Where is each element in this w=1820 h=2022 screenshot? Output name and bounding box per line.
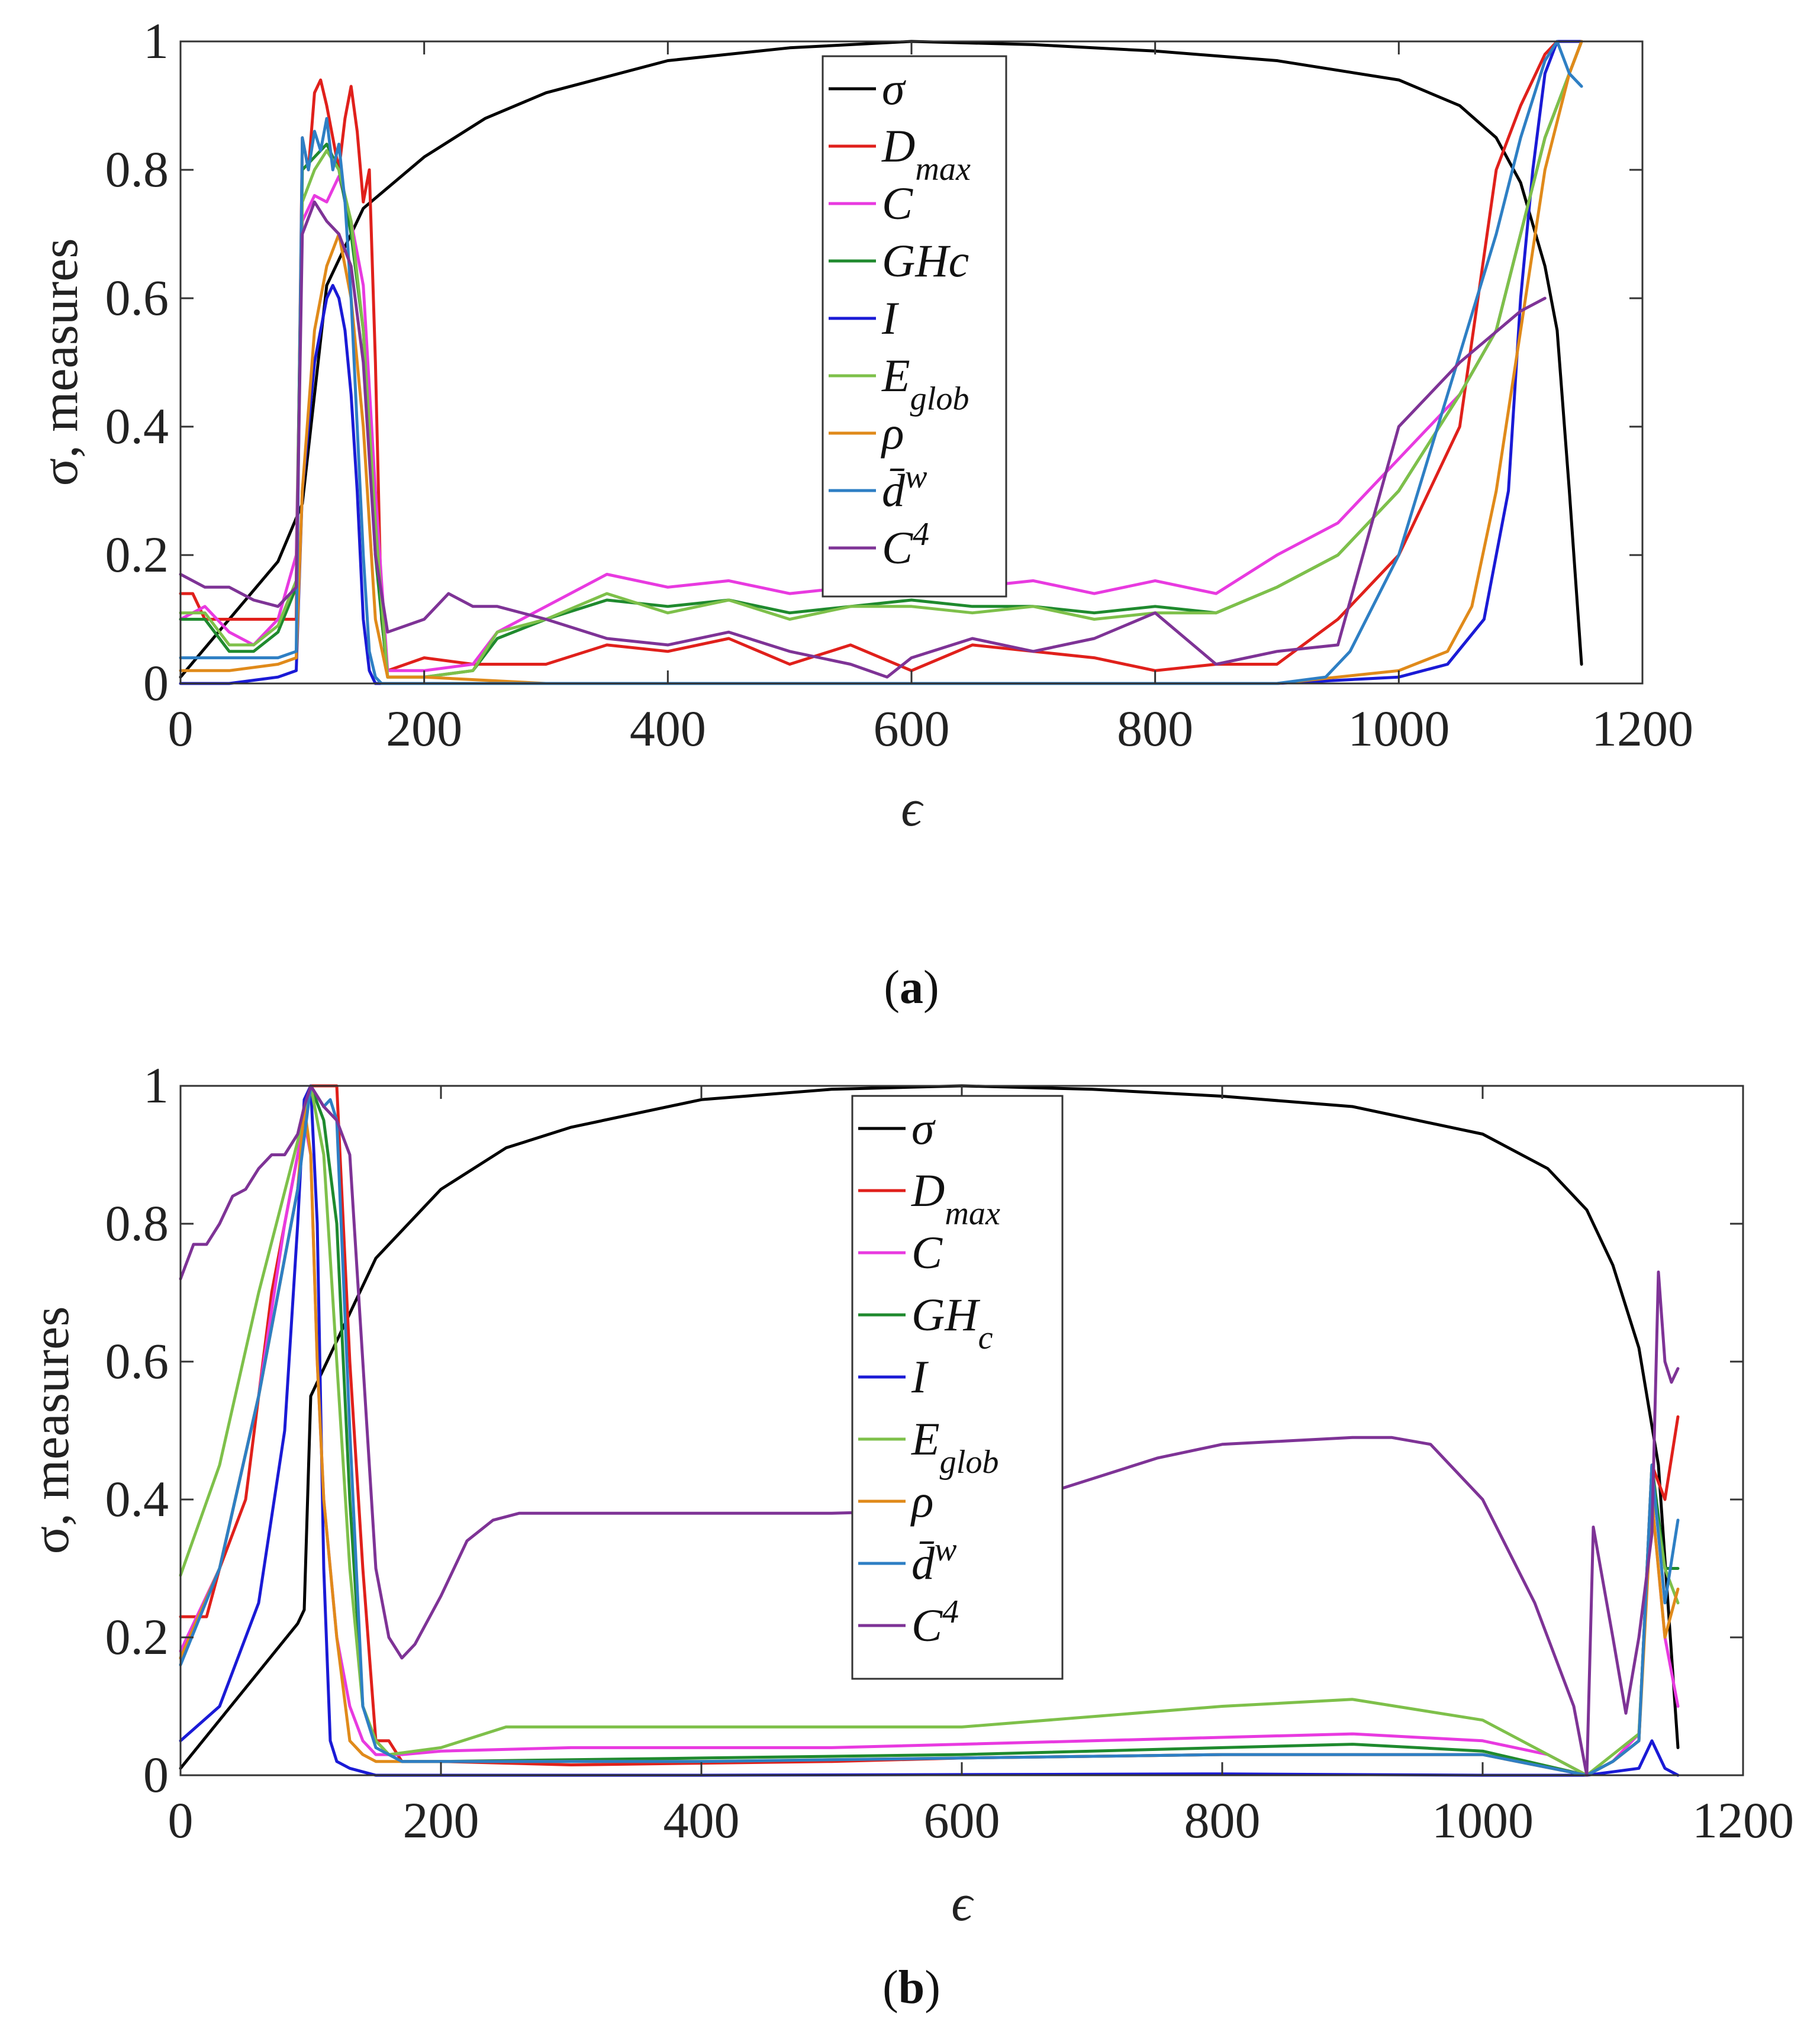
panel-a-legend-label-I: I (881, 292, 900, 344)
panel-a-series-C-line (179, 40, 1583, 672)
panel-a-legend-label-rho: ρ (881, 407, 904, 459)
panel-b-x-tick-label: 400 (663, 1792, 740, 1849)
panel-b-x-axis-label: ϵ (951, 1875, 974, 1932)
panel-b-series-sigma-line (179, 1084, 1680, 1770)
panel-b-y-axis-label: σ, measures (22, 1307, 80, 1555)
panel-a-x-tick-label: 1000 (1348, 700, 1449, 757)
panel-a-caption: (a) (884, 962, 939, 1014)
panel-b: 0 200 400 600 800 1000 1200 0 0.2 0.4 0.6 0.8 1 ϵ σ,… (22, 1057, 1794, 2014)
panel-b-ticks: 0 200 400 600 800 1000 1200 0 0.2 0.4 0.6 0.8 1 (105, 1057, 1795, 1849)
panel-a-y-tick-label: 0 (143, 654, 169, 711)
panel-b-caption: (b) (882, 1962, 940, 2014)
panel-a-series-C4-line (179, 200, 1547, 679)
panel-b-x-tick-label: 600 (924, 1792, 1000, 1849)
panel-b-y-tick-label: 0 (143, 1746, 169, 1803)
panel-a-y-tick-label: 0.6 (105, 269, 169, 326)
panel-b-series-I-line (179, 1084, 1680, 1777)
panel-a-y-tick-label: 0.2 (105, 526, 169, 583)
panel-a-ticks: 0 200 400 600 800 1000 1200 0 0.2 0.4 0.6 0.8 1 (105, 12, 1694, 757)
panel-b-x-tick-label: 1000 (1432, 1792, 1534, 1849)
panel-b-x-tick-label: 1200 (1692, 1792, 1794, 1849)
panel-a-series-group (179, 40, 1583, 685)
panel-b-legend-label-I: I (911, 1351, 929, 1402)
panel-a-legend-label-sigma: σ (882, 63, 906, 114)
panel-a-x-tick-label: 600 (874, 700, 950, 757)
panel-a-y-tick-label: 0.8 (105, 141, 169, 198)
panel-a-x-tick-label: 200 (386, 700, 462, 757)
panel-b-y-tick-label: 0.2 (105, 1608, 169, 1665)
panel-a-x-tick-label: 0 (168, 700, 194, 757)
panel-a-y-tick-label: 0.4 (105, 398, 169, 454)
panel-b-legend-box (851, 1095, 1064, 1680)
panel-b-legend-label-rho: ρ (910, 1475, 933, 1527)
panel-a-series-Eglob-line (179, 40, 1583, 679)
panel-a-legend-label-C: C (882, 178, 913, 229)
panel-a-x-axis-label: ϵ (901, 780, 924, 837)
panel-a-series-dw-line (179, 40, 1583, 685)
panel-b-y-tick-label: 0.6 (105, 1333, 169, 1389)
panel-a-y-tick-label: 1 (143, 12, 169, 69)
panel-b-y-tick-label: 1 (143, 1057, 169, 1114)
panel-a-y-axis-label: σ, measures (31, 238, 89, 486)
panel-a-x-tick-label: 400 (630, 700, 706, 757)
panel-a-x-tick-label: 800 (1117, 700, 1193, 757)
panel-a: 0 200 400 600 800 1000 1200 0 0.2 0.4 0.6 0.8 1 ϵ σ,… (31, 12, 1693, 1014)
panel-b-legend-label-C: C (911, 1227, 943, 1278)
panel-b-series-C4-line (179, 1084, 1680, 1777)
panel-b-series-group (179, 1084, 1680, 1777)
panel-a-legend-label-C4: C4 (882, 516, 929, 573)
panel-b-x-tick-label: 800 (1184, 1792, 1261, 1849)
panel-a-x-tick-label: 1200 (1592, 700, 1693, 757)
panel-a-legend-label-GHc: GHc (882, 235, 969, 286)
panel-b-x-tick-label: 0 (168, 1792, 194, 1849)
panel-b-y-tick-label: 0.8 (105, 1195, 169, 1252)
panel-a-caption-letter: a (900, 962, 923, 1014)
panel-b-legend-label-sigma: σ (911, 1102, 936, 1154)
panel-b-x-tick-label: 200 (403, 1792, 479, 1849)
panel-b-series-dw-line (179, 1084, 1680, 1777)
panel-b-y-tick-label: 0.4 (105, 1470, 169, 1527)
panel-b-caption-letter: b (898, 1962, 925, 2014)
